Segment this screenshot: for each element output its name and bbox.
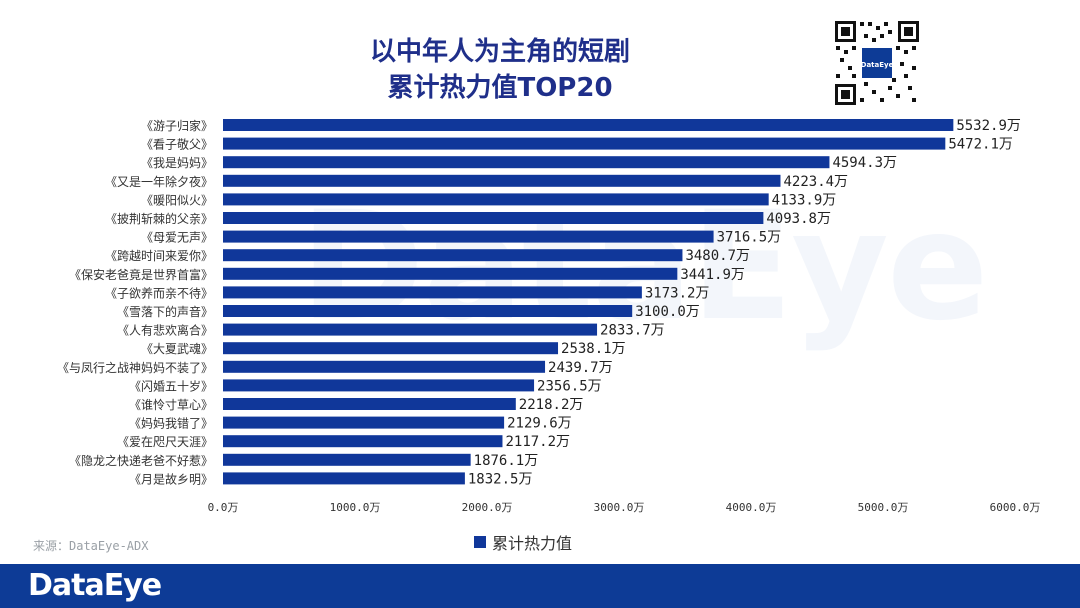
data-label: 5472.1万 xyxy=(948,137,1013,153)
data-label: 5532.9万 xyxy=(956,118,1021,134)
data-label: 2218.2万 xyxy=(519,397,584,413)
bar xyxy=(223,174,781,187)
category-label: 《雪落下的声音》 xyxy=(117,304,213,319)
bar xyxy=(223,286,642,299)
category-label: 《游子归家》 xyxy=(141,118,213,133)
qr-code-graphic: DataEye xyxy=(832,18,922,108)
bar xyxy=(223,137,946,150)
chart-title-line2: 累计热力值TOP20 xyxy=(387,73,613,103)
bar xyxy=(223,193,769,206)
category-label: 《月是故乡明》 xyxy=(129,471,213,486)
bar xyxy=(223,398,516,410)
data-label: 4133.9万 xyxy=(772,192,837,208)
bar xyxy=(223,379,535,392)
footer-logo: DataEye xyxy=(28,568,162,603)
category-label: 《闪婚五十岁》 xyxy=(129,378,213,393)
data-label: 3441.9万 xyxy=(680,267,745,283)
bar xyxy=(223,472,465,485)
category-label: 《与凤行之战神妈妈不装了》 xyxy=(57,361,213,375)
x-tick-label: 1000.0万 xyxy=(330,501,381,514)
bar xyxy=(223,267,678,280)
legend-label: 累计热力值 xyxy=(492,534,573,553)
category-label: 《人有悲欢离合》 xyxy=(117,323,213,338)
legend-swatch xyxy=(474,536,486,548)
bar xyxy=(223,342,559,355)
data-label: 3716.5万 xyxy=(717,230,782,246)
x-tick-label: 0.0万 xyxy=(208,501,239,514)
bar xyxy=(223,305,633,317)
bar xyxy=(223,323,598,336)
qr-code-icon: DataEye xyxy=(832,18,922,108)
category-label: 《大夏武魂》 xyxy=(141,341,213,356)
data-label: 1832.5万 xyxy=(468,471,533,487)
qr-center-logo: DataEye xyxy=(861,61,894,69)
bar xyxy=(223,360,546,373)
chart-title: 以中年人为主角的短剧 累计热力值TOP20 xyxy=(240,34,760,106)
x-tick-label: 4000.0万 xyxy=(726,501,777,514)
chart-title-line1: 以中年人为主角的短剧 xyxy=(369,37,630,67)
category-label: 《看子敬父》 xyxy=(141,138,213,152)
category-label: 《隐龙之快递老爸不好惹》 xyxy=(69,454,213,468)
bar-chart: 《游子归家》 5532.9万《看子敬父》 5472.1万《我是妈妈》 4594.3万《… xyxy=(57,118,1041,514)
source-note: 来源：DataEye-ADX xyxy=(33,539,149,553)
data-label: 3173.2万 xyxy=(645,285,710,301)
category-label: 《妈妈我错了》 xyxy=(129,417,213,431)
data-label: 4223.4万 xyxy=(783,174,848,190)
data-label: 2833.7万 xyxy=(600,323,665,339)
data-label: 2129.6万 xyxy=(507,416,572,432)
x-tick-label: 2000.0万 xyxy=(462,501,513,514)
x-tick-label: 5000.0万 xyxy=(858,501,909,514)
bar xyxy=(223,119,954,131)
category-label: 《母爱无声》 xyxy=(141,231,213,245)
bar xyxy=(223,435,503,448)
x-tick-label: 6000.0万 xyxy=(990,501,1041,514)
data-label: 4093.8万 xyxy=(766,211,831,227)
footer-bar: DataEye xyxy=(0,564,1080,608)
data-label: 2538.1万 xyxy=(561,341,626,357)
data-label: 3100.0万 xyxy=(635,304,700,320)
category-label: 《爱在咫尺天涯》 xyxy=(117,435,213,449)
bar xyxy=(223,230,714,243)
category-label: 《暖阳似火》 xyxy=(141,193,213,207)
data-label: 2356.5万 xyxy=(537,378,602,394)
data-label: 3480.7万 xyxy=(685,248,750,264)
legend: 累计热力值 xyxy=(474,530,572,554)
category-label: 《子欲养而亲不待》 xyxy=(105,285,213,300)
category-label: 《又是一年除夕夜》 xyxy=(105,174,213,189)
data-label: 1876.1万 xyxy=(474,453,539,469)
category-label: 《谁怜寸草心》 xyxy=(129,398,213,412)
bar xyxy=(223,156,830,169)
x-tick-label: 3000.0万 xyxy=(594,501,645,514)
bar xyxy=(223,249,683,262)
category-label: 《我是妈妈》 xyxy=(141,156,213,170)
data-label: 4594.3万 xyxy=(832,155,897,171)
category-label: 《跨越时间来爱你》 xyxy=(105,249,213,263)
bar xyxy=(223,453,471,466)
data-label: 2439.7万 xyxy=(548,360,613,376)
bar xyxy=(223,416,505,429)
data-label: 2117.2万 xyxy=(505,434,570,450)
bar xyxy=(223,212,764,224)
category-label: 《披荆斩棘的父亲》 xyxy=(105,211,213,226)
category-label: 《保安老爸竟是世界首富》 xyxy=(69,267,213,282)
